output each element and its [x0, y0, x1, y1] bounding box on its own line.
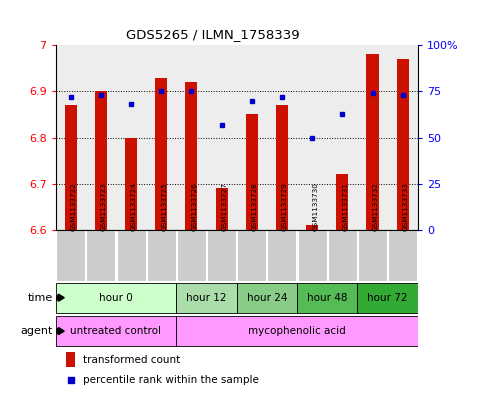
Text: GSM1133724: GSM1133724: [131, 183, 137, 231]
Text: hour 0: hour 0: [99, 293, 133, 303]
Bar: [237, 283, 297, 313]
Bar: [268, 230, 297, 281]
Bar: [298, 230, 327, 281]
Bar: [267, 45, 297, 230]
Bar: [116, 45, 146, 230]
Text: percentile rank within the sample: percentile rank within the sample: [83, 375, 258, 386]
Bar: [146, 45, 176, 230]
Bar: [388, 230, 417, 281]
Text: transformed count: transformed count: [83, 354, 180, 365]
Bar: [276, 105, 288, 230]
Text: GSM1133730: GSM1133730: [312, 183, 318, 231]
Text: hour 12: hour 12: [186, 293, 227, 303]
Bar: [237, 45, 267, 230]
Text: GSM1133726: GSM1133726: [191, 183, 198, 231]
Bar: [185, 82, 198, 230]
Bar: [306, 225, 318, 230]
Bar: [357, 45, 388, 230]
Text: GSM1133723: GSM1133723: [101, 183, 107, 231]
Bar: [56, 283, 176, 313]
Text: hour 48: hour 48: [307, 293, 347, 303]
Bar: [67, 352, 75, 367]
Bar: [155, 77, 167, 230]
Bar: [176, 283, 237, 313]
Bar: [125, 138, 137, 230]
Bar: [86, 230, 115, 281]
Bar: [336, 174, 348, 230]
Text: hour 24: hour 24: [247, 293, 287, 303]
Bar: [56, 316, 176, 346]
Text: GSM1133729: GSM1133729: [282, 183, 288, 231]
Bar: [297, 45, 327, 230]
Bar: [367, 55, 379, 230]
Bar: [388, 45, 418, 230]
Text: time: time: [28, 293, 53, 303]
Bar: [86, 45, 116, 230]
Text: GSM1133732: GSM1133732: [372, 183, 379, 231]
Bar: [215, 188, 227, 230]
Bar: [207, 45, 237, 230]
Bar: [65, 105, 77, 230]
Bar: [56, 230, 85, 281]
Text: hour 72: hour 72: [368, 293, 408, 303]
Bar: [176, 45, 207, 230]
Bar: [297, 283, 357, 313]
Text: GDS5265 / ILMN_1758339: GDS5265 / ILMN_1758339: [126, 28, 299, 41]
Bar: [237, 230, 266, 281]
Text: GSM1133727: GSM1133727: [222, 183, 227, 231]
Bar: [56, 45, 86, 230]
Bar: [397, 59, 409, 230]
Text: GSM1133728: GSM1133728: [252, 183, 258, 231]
Text: GSM1133731: GSM1133731: [342, 183, 348, 231]
Bar: [328, 230, 357, 281]
Bar: [116, 230, 145, 281]
Bar: [147, 230, 176, 281]
Bar: [176, 316, 418, 346]
Bar: [358, 230, 387, 281]
Text: GSM1133722: GSM1133722: [71, 183, 77, 231]
Text: untreated control: untreated control: [71, 326, 161, 336]
Bar: [207, 230, 236, 281]
Text: GSM1133725: GSM1133725: [161, 183, 167, 231]
Bar: [327, 45, 357, 230]
Text: mycophenolic acid: mycophenolic acid: [248, 326, 346, 336]
Text: agent: agent: [21, 326, 53, 336]
Bar: [177, 230, 206, 281]
Bar: [95, 92, 107, 230]
Text: GSM1133733: GSM1133733: [403, 183, 409, 231]
Bar: [246, 114, 258, 230]
Bar: [357, 283, 418, 313]
